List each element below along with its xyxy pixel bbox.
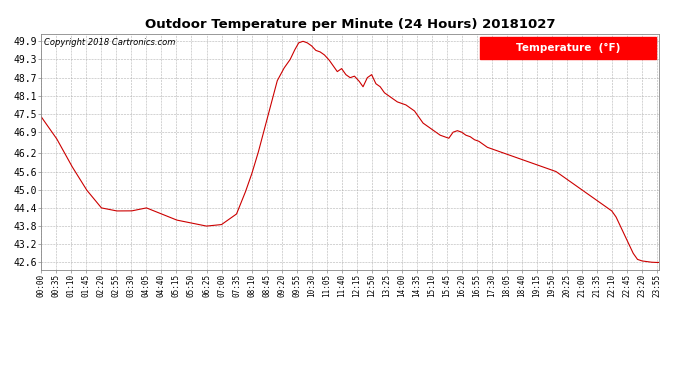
Text: Copyright 2018 Cartronics.com: Copyright 2018 Cartronics.com (44, 39, 176, 48)
Title: Outdoor Temperature per Minute (24 Hours) 20181027: Outdoor Temperature per Minute (24 Hours… (145, 18, 555, 31)
Text: Temperature  (°F): Temperature (°F) (515, 43, 620, 53)
Bar (480, 37, 656, 58)
